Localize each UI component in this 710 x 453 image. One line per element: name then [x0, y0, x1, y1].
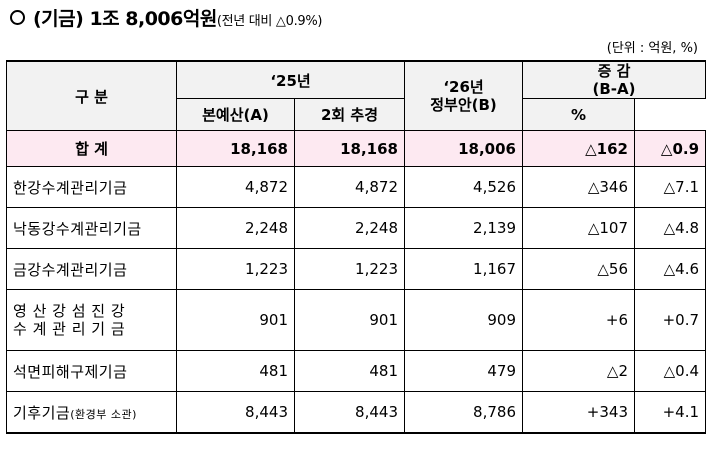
header-percent: % — [522, 98, 635, 131]
total-row: 합 계 18,168 18,168 18,006 △162 △0.9 — [6, 130, 707, 167]
cell-proposal: 909 — [404, 289, 523, 351]
cell-main: 4,872 — [176, 166, 295, 208]
fund-name-main: 기후기금 — [13, 403, 71, 422]
fund-name: 낙동강수계관리기금 — [6, 207, 177, 249]
fund-name: 석면피해구제기금 — [6, 350, 177, 392]
cell-pct: △0.4 — [633, 350, 707, 392]
cell-main: 2,248 — [176, 207, 295, 249]
header-2025-main: 본예산(A) — [176, 98, 295, 131]
heading-main: (기금) 1조 8,006억원 — [33, 8, 217, 30]
cell-main: 1,223 — [176, 248, 295, 290]
cell-pct: △4.6 — [633, 248, 707, 290]
cell-supp: 4,872 — [294, 166, 405, 208]
cell-proposal: 1,167 — [404, 248, 523, 290]
cell-proposal: 8,786 — [404, 391, 523, 434]
cell-diff: +343 — [522, 391, 635, 434]
cell-pct: △7.1 — [633, 166, 707, 208]
total-main: 18,168 — [176, 130, 295, 167]
cell-diff: △2 — [522, 350, 635, 392]
header-2025: ‘25년 — [176, 60, 405, 99]
cell-diff: △56 — [522, 248, 635, 290]
header-row-2: 본예산(A) 2회 추경 % — [7, 98, 706, 131]
cell-supp: 2,248 — [294, 207, 405, 249]
header-2026-line2: 정부안(B) — [430, 96, 497, 114]
cell-diff: +6 — [522, 289, 635, 351]
section-heading: (기금) 1조 8,006억원(전년 대비 △0.9%) — [10, 4, 323, 34]
header-row-1: 구 분 ‘25년 ‘26년 정부안(B) 증 감 (B-A) — [6, 60, 707, 131]
fund-name-note: (환경부 소관) — [70, 407, 137, 421]
table-row: 낙동강수계관리기금 2,248 2,248 2,139 △107 △4.8 — [6, 207, 707, 249]
total-proposal: 18,006 — [404, 130, 523, 167]
cell-supp: 1,223 — [294, 248, 405, 290]
cell-pct: +4.1 — [633, 391, 707, 434]
cell-proposal: 2,139 — [404, 207, 523, 249]
fund-name: 한강수계관리기금 — [6, 166, 177, 208]
table-row: 한강수계관리기금 4,872 4,872 4,526 △346 △7.1 — [6, 166, 707, 208]
heading-sub: (전년 대비 △0.9%) — [216, 14, 323, 29]
header-2026: ‘26년 정부안(B) — [404, 60, 523, 131]
total-supp: 18,168 — [294, 130, 405, 167]
total-pct: △0.9 — [633, 130, 707, 167]
header-change: 증 감 (B-A) — [521, 60, 707, 99]
header-2026-line1: ‘26년 — [443, 78, 484, 96]
cell-supp: 481 — [294, 350, 405, 392]
cell-main: 901 — [176, 289, 295, 351]
circle-bullet-icon — [10, 10, 25, 25]
header-change-line1: 증 감 — [597, 62, 631, 80]
header-category: 구 분 — [6, 60, 177, 131]
cell-proposal: 4,526 — [404, 166, 523, 208]
table-row: 석면피해구제기금 481 481 479 △2 △0.4 — [6, 350, 707, 392]
cell-proposal: 479 — [404, 350, 523, 392]
cell-supp: 901 — [294, 289, 405, 351]
cell-supp: 8,443 — [294, 391, 405, 434]
header-2025-supp: 2회 추경 — [294, 98, 405, 131]
cell-main: 8,443 — [176, 391, 295, 434]
fund-name-line1: 영 산 강 섬 진 강 — [13, 302, 126, 320]
fund-name: 금강수계관리기금 — [6, 248, 177, 290]
cell-pct: +0.7 — [633, 289, 707, 351]
header-change-line2: (B-A) — [592, 80, 636, 98]
cell-pct: △4.8 — [633, 207, 707, 249]
cell-diff: △107 — [522, 207, 635, 249]
budget-table: 구 분 ‘25년 ‘26년 정부안(B) 증 감 (B-A) 본예산(A) 2회 추… — [6, 60, 707, 434]
table-row: 금강수계관리기금 1,223 1,223 1,167 △56 △4.6 — [6, 248, 707, 290]
cell-main: 481 — [176, 350, 295, 392]
total-diff: △162 — [522, 130, 635, 167]
cell-diff: △346 — [522, 166, 635, 208]
unit-note: (단위 : 억원, %) — [606, 41, 698, 56]
table-row: 기후기금(환경부 소관) 8,443 8,443 8,786 +343 +4.1 — [6, 391, 707, 434]
fund-name-line2: 수 계 관 리 기 금 — [13, 320, 126, 338]
fund-name: 기후기금(환경부 소관) — [6, 391, 177, 434]
total-name: 합 계 — [6, 130, 177, 167]
